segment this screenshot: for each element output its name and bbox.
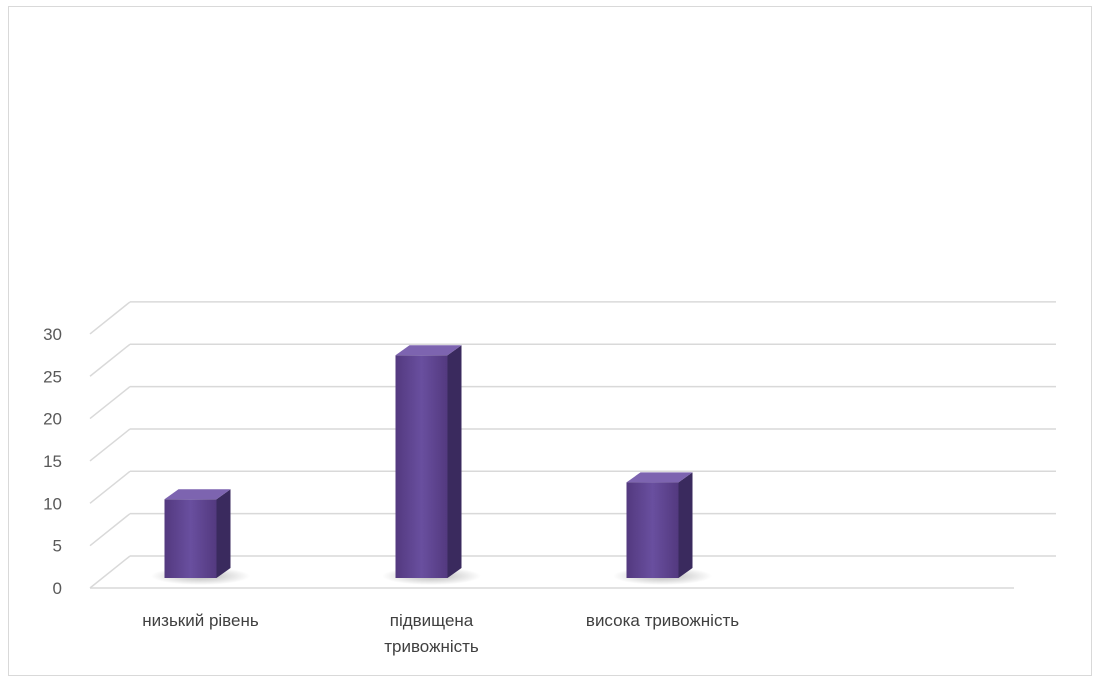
y-tick-label: 15 (43, 452, 62, 471)
gridline-depth (89, 470, 131, 504)
bar-top (395, 345, 462, 356)
gridline-depth (89, 343, 131, 377)
y-tick-label: 30 (43, 325, 62, 344)
y-axis-ticks: 0 5 10 15 20 25 30 (43, 325, 62, 598)
bar-side (447, 345, 462, 578)
x-category-label: підвищена тривожність (384, 611, 479, 656)
bar (395, 355, 448, 578)
gridlines (89, 301, 1056, 589)
gridline-depth (89, 386, 131, 420)
x-category-label-line: низький рівень (142, 611, 259, 630)
x-category-label-line: підвищена (390, 611, 474, 630)
x-category-label-line: тривожність (384, 637, 479, 656)
y-tick-label: 0 (53, 579, 62, 598)
y-tick-label: 25 (43, 367, 62, 386)
bar-top (626, 472, 693, 483)
gridline-depth (89, 301, 131, 335)
bar-top (164, 489, 231, 500)
y-tick-label: 5 (53, 537, 62, 556)
gridline-depth (89, 513, 131, 547)
gridline-depth (89, 555, 131, 589)
bar (164, 499, 217, 578)
x-axis-labels: низький рівень підвищена тривожність висока… (142, 611, 739, 656)
x-category-label: низький рівень (142, 611, 259, 630)
x-category-label-line: висока тривожність (586, 611, 739, 630)
bar-side (216, 489, 231, 578)
bar (626, 482, 679, 578)
y-tick-label: 20 (43, 410, 62, 429)
bar-side (678, 472, 693, 578)
bars (151, 345, 712, 585)
y-tick-label: 10 (43, 494, 62, 513)
x-category-label: висока тривожність (586, 611, 739, 630)
gridline-depth (89, 428, 131, 462)
